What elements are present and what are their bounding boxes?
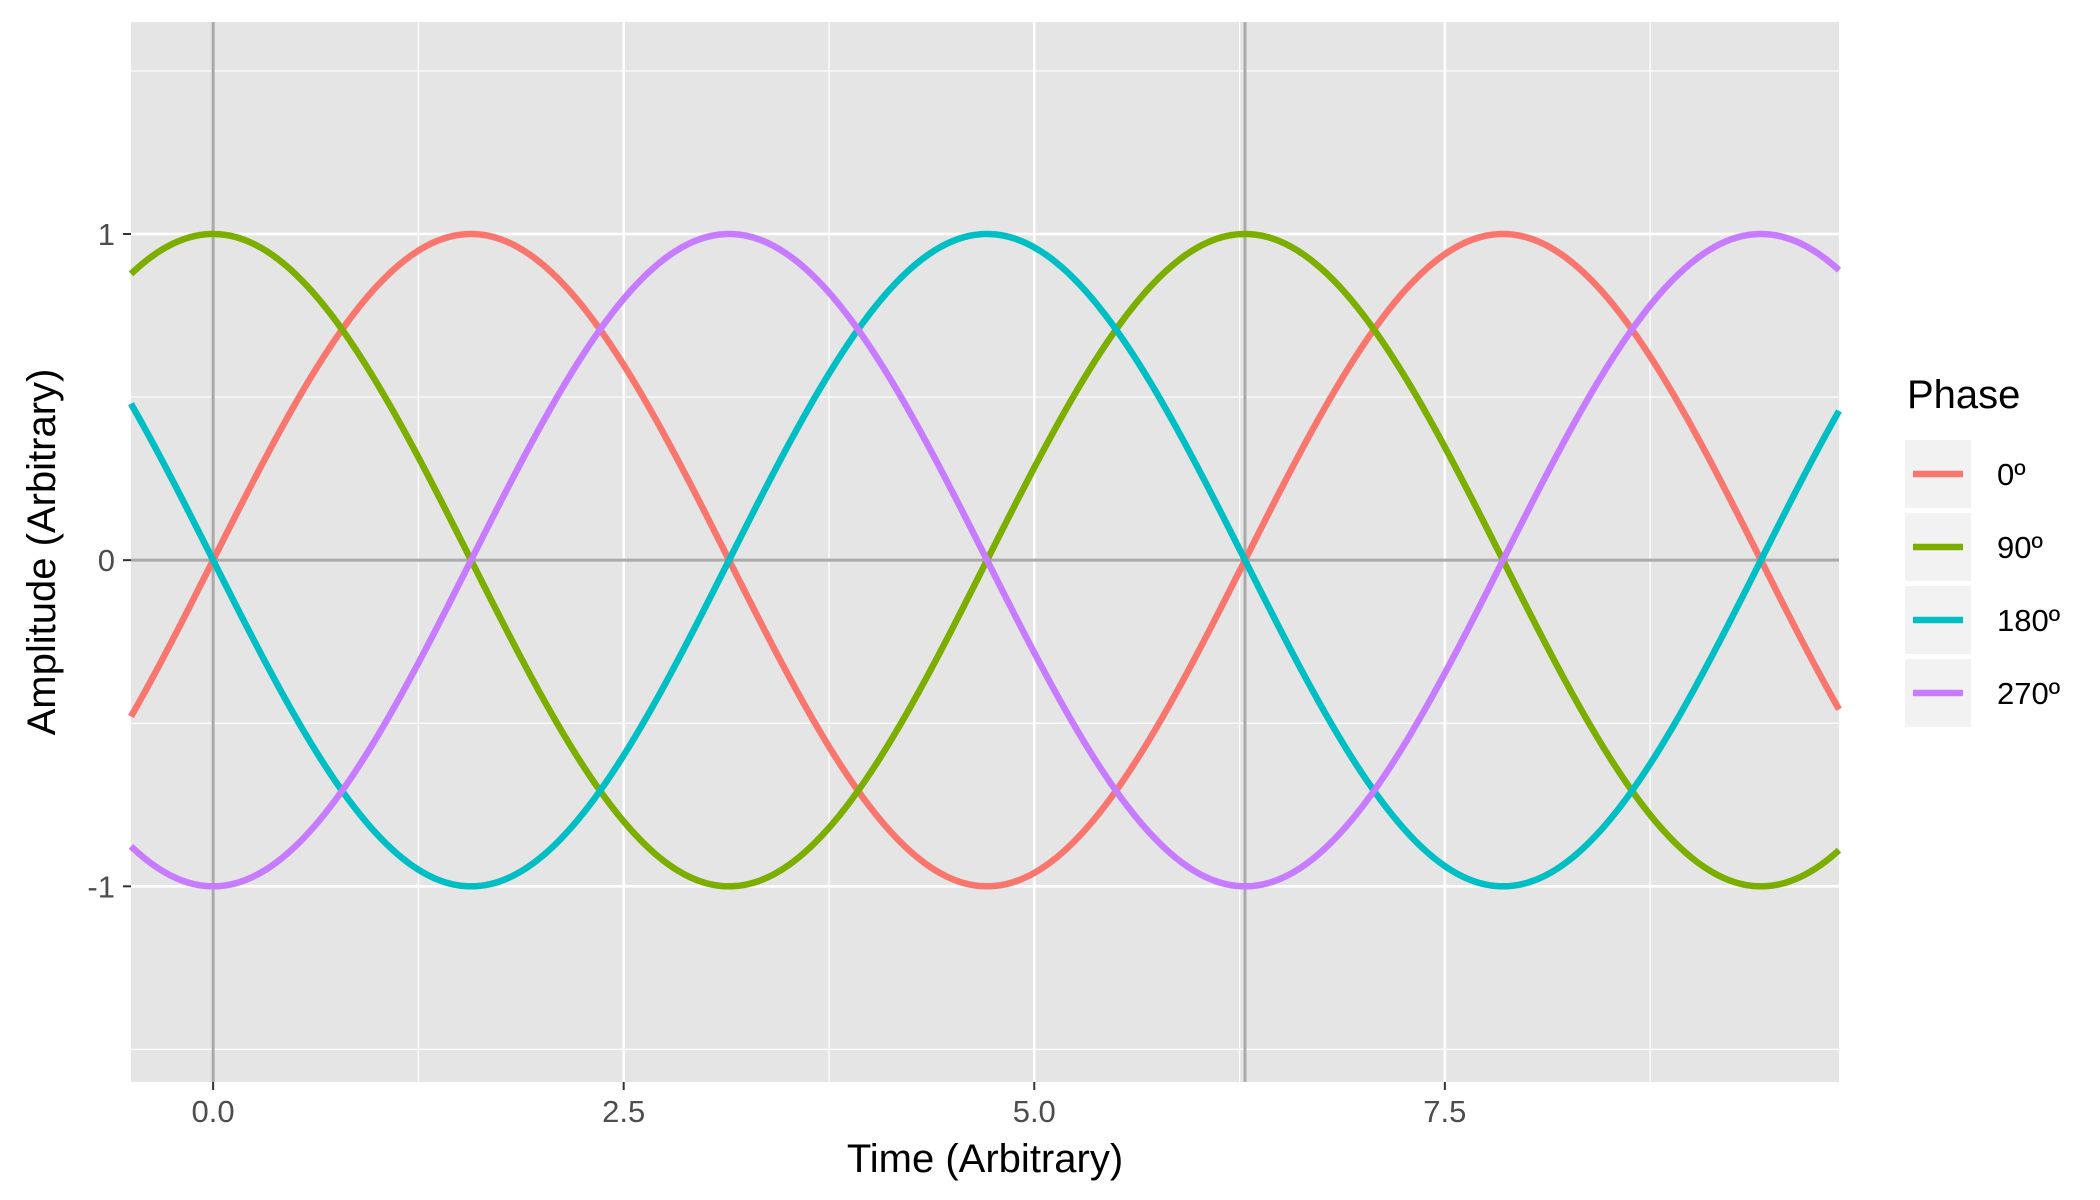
series-line-3 bbox=[128, 230, 1842, 890]
y-tick-label: 1 bbox=[98, 217, 115, 252]
plot-panel bbox=[128, 22, 1842, 1082]
y-axis: -1 0 1 bbox=[87, 217, 131, 904]
series-lines bbox=[128, 230, 1842, 890]
x-tick-label: 0.0 bbox=[192, 1094, 235, 1129]
legend-label: 270º bbox=[1997, 676, 2060, 711]
legend-items: 0º 90º 180º 270º bbox=[1905, 440, 2060, 727]
x-tick-label: 2.5 bbox=[602, 1094, 645, 1129]
x-axis: 0.0 2.5 5.0 7.5 bbox=[192, 1082, 1466, 1129]
y-axis-title: Amplitude (Arbitrary) bbox=[20, 369, 64, 736]
legend: Phase 0º 90º 180º 270º bbox=[1905, 373, 2060, 727]
series-line-2 bbox=[128, 230, 1842, 890]
legend-label: 180º bbox=[1997, 603, 2060, 638]
x-axis-title: Time (Arbitrary) bbox=[847, 1137, 1123, 1181]
y-tick-label: 0 bbox=[98, 543, 115, 578]
legend-label: 0º bbox=[1997, 457, 2026, 492]
legend-title: Phase bbox=[1907, 373, 2020, 417]
series-line-1 bbox=[128, 230, 1842, 890]
x-tick-label: 7.5 bbox=[1423, 1094, 1466, 1129]
x-tick-label: 5.0 bbox=[1013, 1094, 1056, 1129]
series-line-0 bbox=[128, 230, 1842, 890]
y-tick-label: -1 bbox=[87, 869, 115, 904]
legend-label: 90º bbox=[1997, 530, 2043, 565]
